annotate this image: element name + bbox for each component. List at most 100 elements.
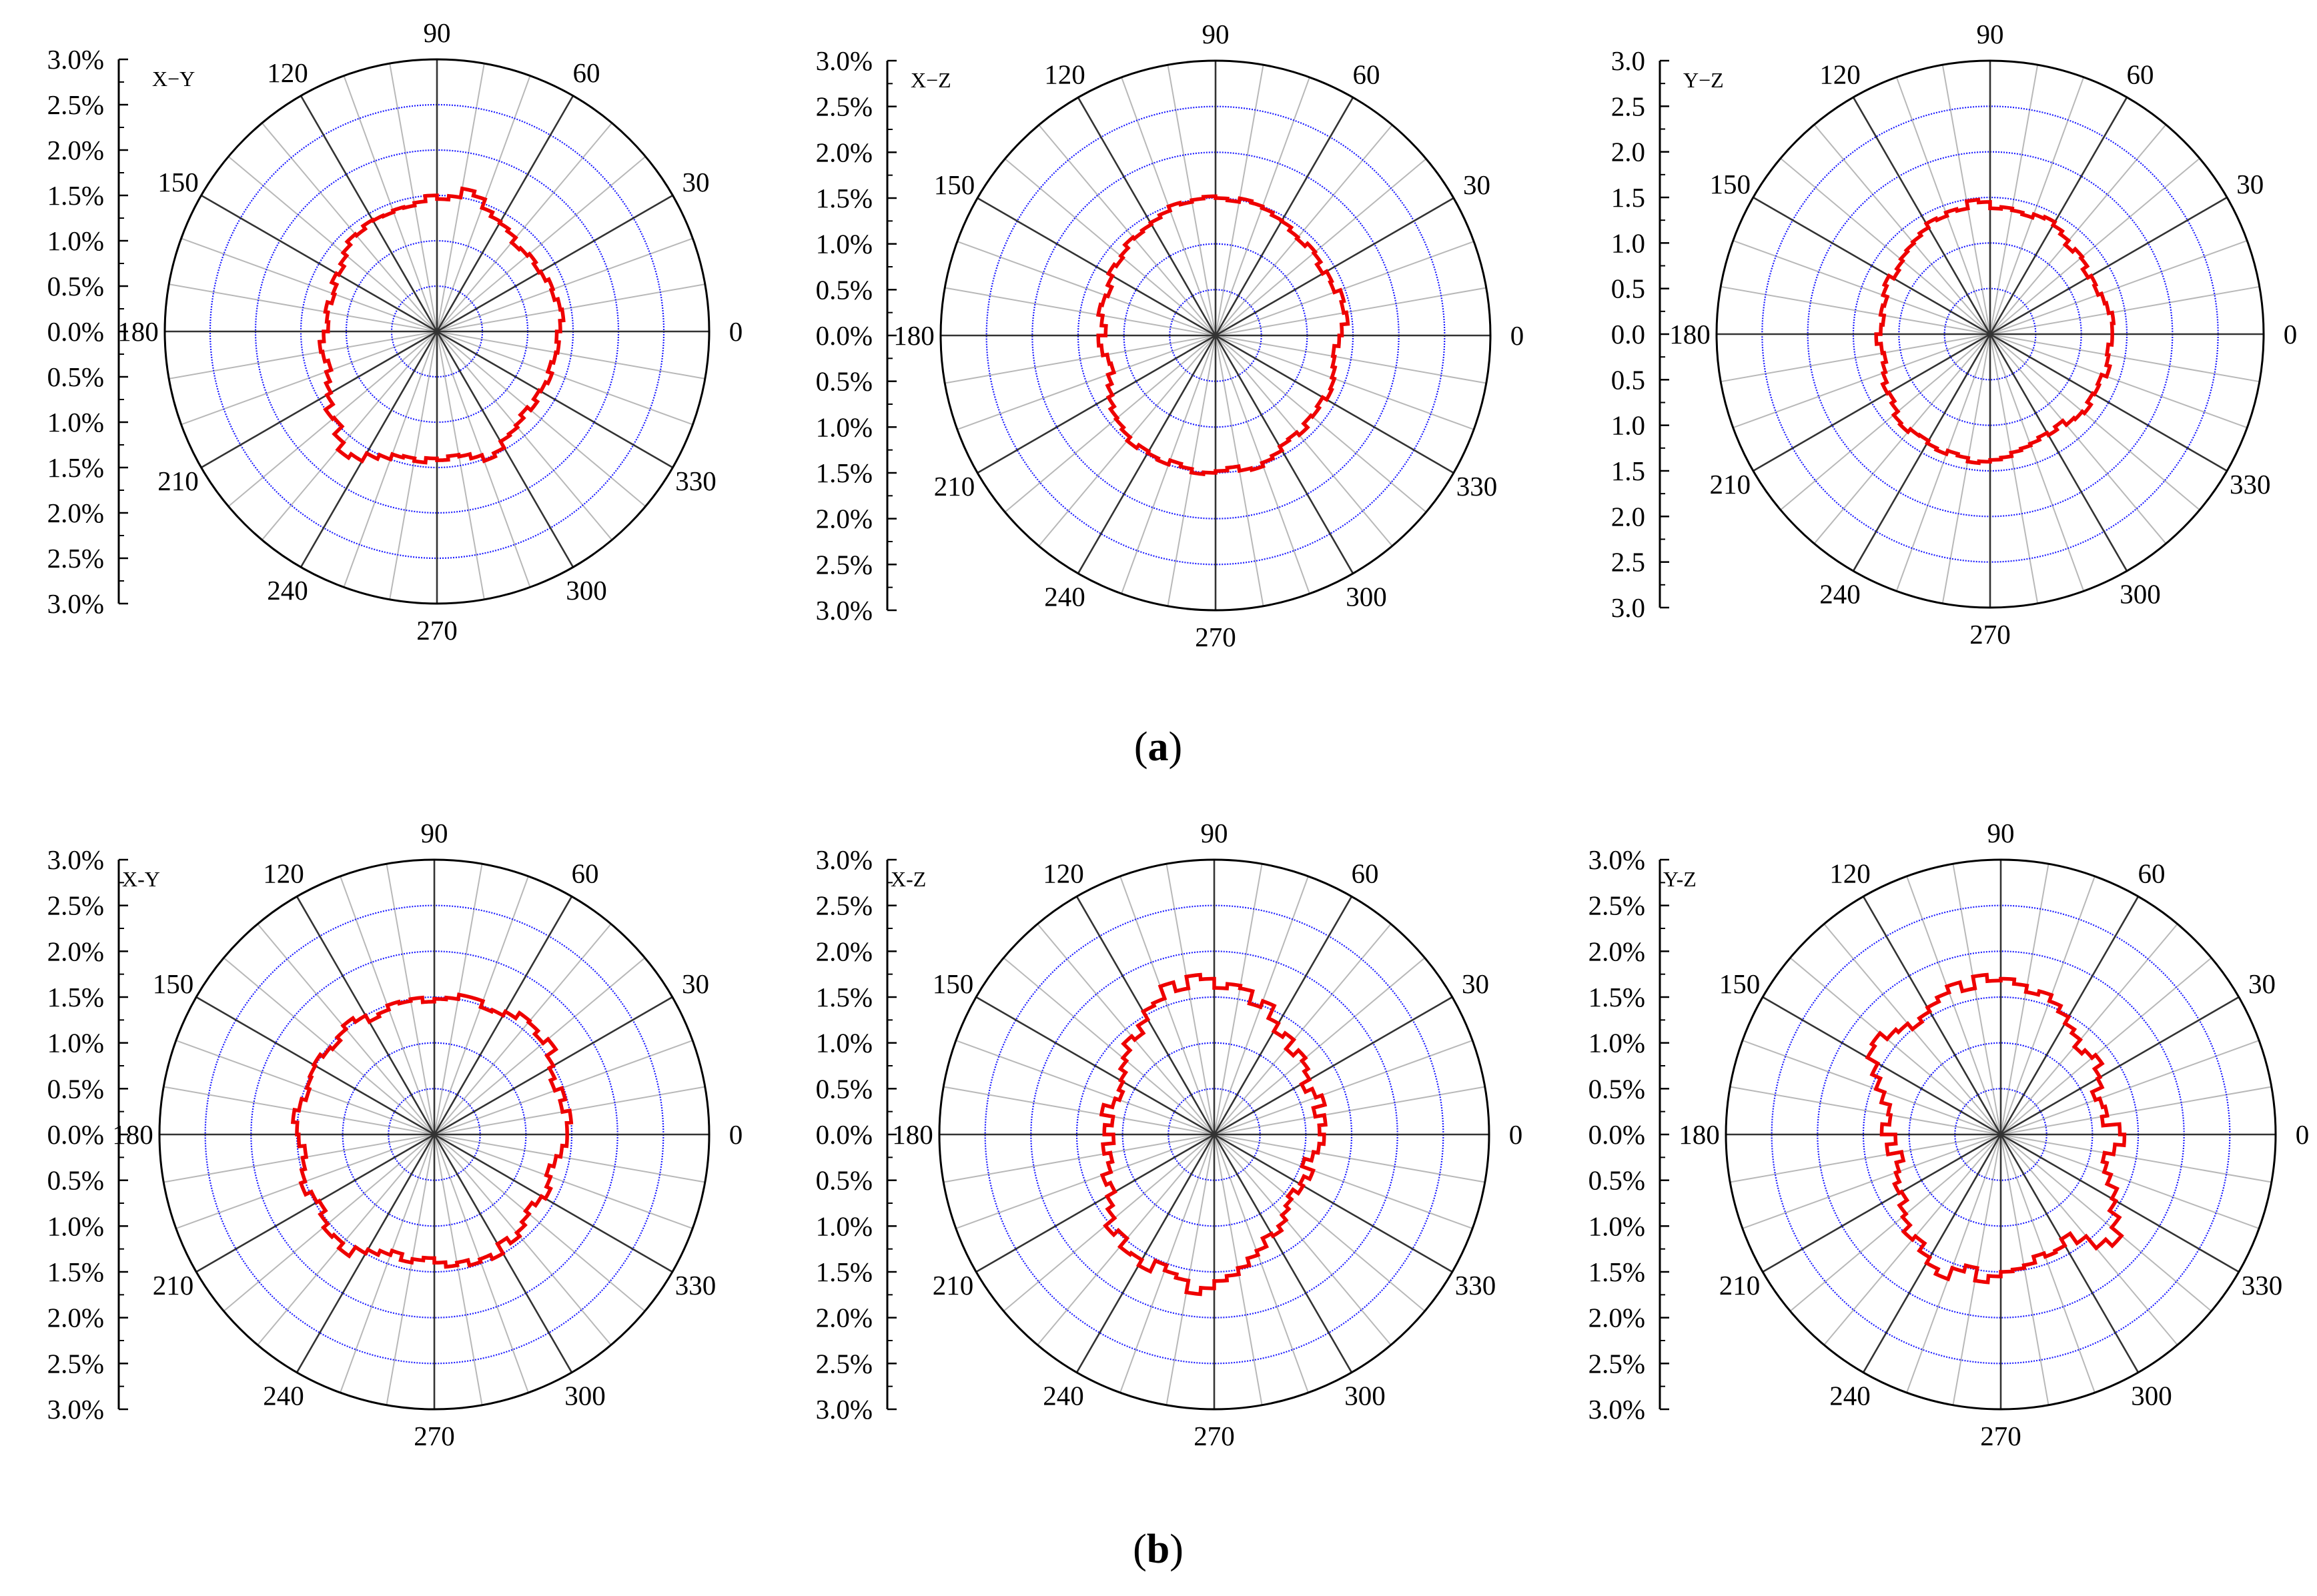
angle-label-30: 30 bbox=[682, 968, 709, 999]
radial-tick-label: 3.0% bbox=[816, 1394, 873, 1425]
major-spoke bbox=[2000, 1133, 2240, 1273]
angle-label-150: 150 bbox=[1719, 968, 1761, 999]
row-label-b-open: ( bbox=[1133, 1527, 1147, 1572]
radial-tick-label: 0.0% bbox=[47, 1119, 104, 1150]
row-label-b-close: ) bbox=[1170, 1527, 1184, 1572]
minor-spoke bbox=[436, 122, 613, 332]
major-spoke bbox=[2000, 996, 2240, 1136]
angle-label-270: 270 bbox=[416, 615, 458, 646]
angle-label-210: 210 bbox=[934, 471, 975, 502]
major-spoke bbox=[1075, 1134, 1216, 1373]
major-spoke bbox=[1862, 896, 2002, 1135]
radial-tick-label: 2.0 bbox=[1611, 137, 1645, 167]
outer-circle bbox=[1725, 858, 2277, 1411]
angle-label-180: 180 bbox=[892, 1119, 933, 1150]
minor-spoke bbox=[1004, 335, 1216, 513]
radial-tick-label: 1.5 bbox=[1611, 182, 1645, 213]
row-label-a-close: ) bbox=[1169, 724, 1183, 770]
plane-label: X-Y bbox=[122, 867, 160, 891]
major-spoke bbox=[1852, 333, 1991, 572]
major-spoke bbox=[436, 330, 673, 469]
minor-spoke bbox=[1119, 1134, 1215, 1393]
angle-label-30: 30 bbox=[1462, 968, 1489, 999]
minor-spoke bbox=[1742, 1134, 2001, 1229]
angle-label-0: 0 bbox=[2284, 319, 2298, 349]
radial-tick-label: 1.5% bbox=[816, 1257, 873, 1287]
major-spoke bbox=[434, 1133, 673, 1273]
row-label-a: (a) bbox=[1134, 724, 1182, 770]
outer-circle bbox=[938, 858, 1490, 1411]
radial-tick-label: 2.0% bbox=[47, 135, 104, 165]
angle-label-60: 60 bbox=[1352, 858, 1379, 889]
radial-tick-label: 0.5% bbox=[816, 366, 873, 397]
radial-tick-label: 3.0% bbox=[816, 595, 873, 626]
radial-tick-label: 0.0 bbox=[1611, 319, 1645, 349]
radial-tick-label: 1.0% bbox=[816, 412, 873, 442]
minor-spoke bbox=[945, 335, 1216, 384]
minor-spoke bbox=[1166, 1134, 1215, 1405]
radial-tick-label: 1.5% bbox=[47, 1257, 104, 1287]
radial-tick-label: 1.0% bbox=[47, 1211, 104, 1241]
angle-label-240: 240 bbox=[1043, 1380, 1084, 1411]
minor-spoke bbox=[261, 331, 438, 541]
major-spoke bbox=[1213, 896, 1353, 1135]
minor-spoke bbox=[1989, 333, 2248, 429]
angle-label-300: 300 bbox=[1346, 581, 1387, 612]
angle-label-30: 30 bbox=[2248, 968, 2276, 999]
minor-spoke bbox=[1789, 1134, 2001, 1312]
angle-label-120: 120 bbox=[1043, 858, 1084, 889]
distribution-series bbox=[317, 186, 566, 465]
radial-tick-label: 3.0% bbox=[1588, 844, 1645, 875]
plane-label: Y−Z bbox=[1683, 68, 1724, 92]
radial-tick-label: 0.5% bbox=[816, 1165, 873, 1196]
minor-spoke bbox=[1215, 335, 1427, 513]
angle-label-60: 60 bbox=[572, 858, 599, 889]
angle-label-60: 60 bbox=[2138, 858, 2166, 889]
angle-label-330: 330 bbox=[2230, 469, 2271, 500]
minor-spoke bbox=[1730, 1134, 2001, 1183]
radial-tick-label: 1.5% bbox=[1588, 1257, 1645, 1287]
radial-tick-label: 2.0% bbox=[816, 504, 873, 534]
angle-label-120: 120 bbox=[1819, 59, 1861, 89]
plane-label: X−Z bbox=[911, 68, 951, 92]
minor-spoke bbox=[1214, 1134, 1473, 1229]
radial-tick-label: 0.5 bbox=[1611, 364, 1645, 395]
minor-spoke bbox=[943, 1086, 1215, 1135]
radial-tick-label: 1.0% bbox=[816, 1028, 873, 1058]
angle-label-210: 210 bbox=[153, 1270, 194, 1301]
radial-tick-label: 2.5 bbox=[1611, 91, 1645, 121]
minor-spoke bbox=[1214, 1134, 1309, 1393]
minor-spoke bbox=[434, 1134, 693, 1229]
major-spoke bbox=[1215, 197, 1454, 337]
major-spoke bbox=[1753, 333, 1991, 472]
minor-spoke bbox=[434, 1134, 612, 1346]
major-spoke bbox=[1989, 333, 2128, 572]
minor-spoke bbox=[2000, 1134, 2260, 1229]
radial-tick-label: 0.0% bbox=[816, 1119, 873, 1150]
radial-tick-label: 0.5% bbox=[47, 1073, 104, 1104]
radial-tick-label: 1.5 bbox=[1611, 456, 1645, 486]
radial-tick-label: 1.5% bbox=[47, 982, 104, 1012]
radial-tick-label: 0.5% bbox=[816, 274, 873, 305]
minor-spoke bbox=[1215, 335, 1486, 384]
angle-label-90: 90 bbox=[1987, 818, 2015, 848]
radial-tick-label: 2.0% bbox=[47, 936, 104, 966]
angle-label-180: 180 bbox=[1679, 1119, 1720, 1150]
radial-tick-label: 0.5% bbox=[1588, 1073, 1645, 1104]
angle-label-330: 330 bbox=[1456, 471, 1498, 502]
distribution-series bbox=[1865, 972, 2127, 1285]
radial-tick-label: 0.5% bbox=[47, 271, 104, 301]
angle-label-240: 240 bbox=[263, 1380, 304, 1411]
outer-circle bbox=[163, 58, 711, 605]
minor-spoke bbox=[436, 331, 693, 426]
radial-tick-label: 2.5% bbox=[816, 890, 873, 921]
angle-label-300: 300 bbox=[566, 575, 607, 606]
major-spoke bbox=[975, 996, 1215, 1136]
outer-circle bbox=[1715, 59, 2265, 609]
angle-label-60: 60 bbox=[2127, 59, 2154, 89]
major-spoke bbox=[201, 330, 438, 469]
major-spoke bbox=[300, 95, 438, 332]
panel-b-xz: 0 30 60 90 120 150 180 210 240 270 300 330 3.0% 2.5% 2… bbox=[816, 818, 1523, 1451]
panel-a-xz: 0 30 60 90 120 150 180 210 240 270 300 330 3.0% 2.5% 2… bbox=[816, 19, 1524, 652]
radial-tick-label: 1.5% bbox=[47, 452, 104, 483]
